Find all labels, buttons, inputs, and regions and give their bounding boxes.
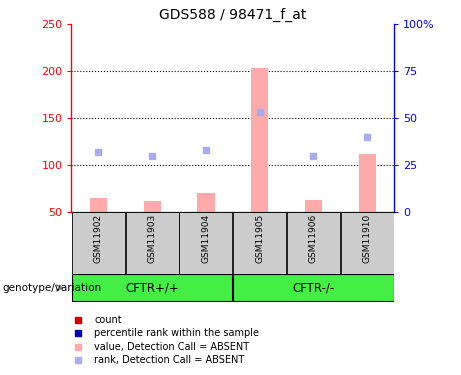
Bar: [287, 212, 340, 274]
Text: genotype/variation: genotype/variation: [2, 283, 101, 293]
Bar: [143, 201, 161, 212]
Bar: [125, 212, 179, 274]
Bar: [251, 68, 268, 212]
Bar: [341, 212, 394, 274]
Bar: [179, 212, 232, 274]
Text: GSM11902: GSM11902: [94, 214, 103, 263]
Bar: [72, 274, 232, 302]
Text: GSM11904: GSM11904: [201, 214, 210, 263]
Text: CFTR+/+: CFTR+/+: [125, 281, 179, 294]
Text: GSM11903: GSM11903: [148, 214, 157, 263]
Title: GDS588 / 98471_f_at: GDS588 / 98471_f_at: [159, 8, 307, 22]
Bar: [233, 212, 286, 274]
Bar: [233, 274, 394, 302]
Text: GSM11906: GSM11906: [309, 214, 318, 263]
Text: rank, Detection Call = ABSENT: rank, Detection Call = ABSENT: [94, 355, 244, 365]
Text: percentile rank within the sample: percentile rank within the sample: [94, 328, 259, 339]
Text: count: count: [94, 315, 122, 325]
Text: GSM11910: GSM11910: [363, 214, 372, 263]
Text: CFTR-/-: CFTR-/-: [292, 281, 335, 294]
Text: GSM11905: GSM11905: [255, 214, 264, 263]
Bar: [197, 193, 214, 212]
Bar: [72, 212, 125, 274]
Bar: [305, 200, 322, 212]
Bar: [359, 154, 376, 212]
Bar: [90, 198, 107, 212]
Text: value, Detection Call = ABSENT: value, Detection Call = ABSENT: [94, 342, 249, 352]
